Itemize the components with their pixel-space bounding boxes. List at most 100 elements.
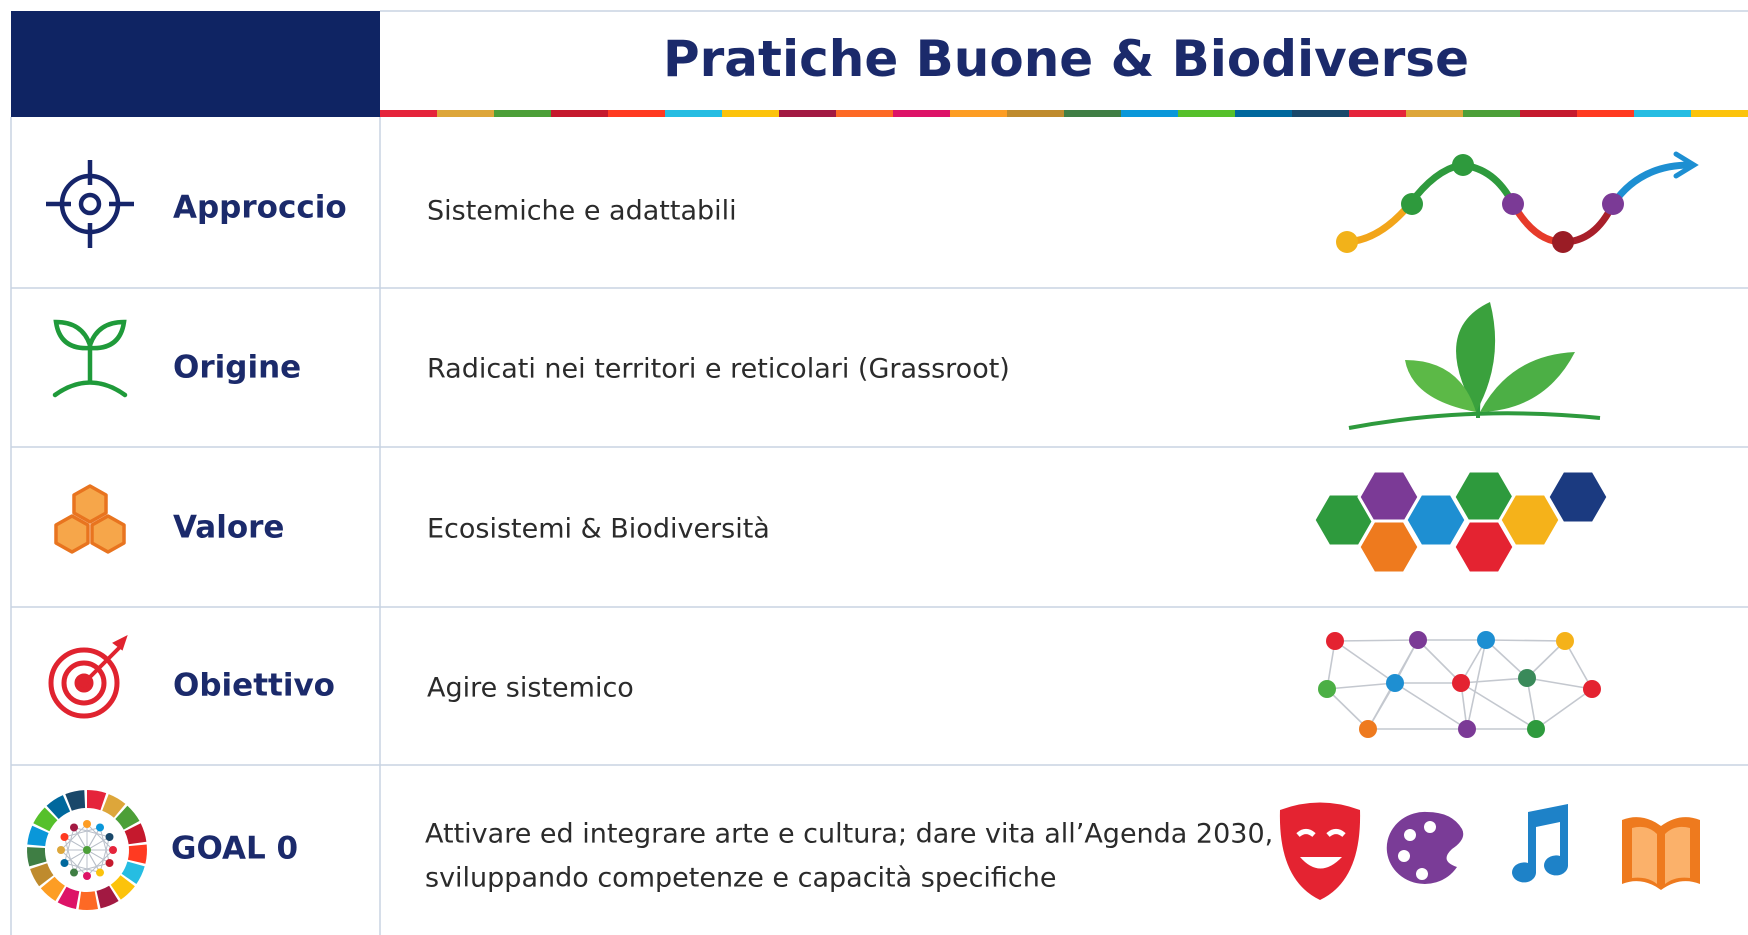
stripe-segment	[1007, 110, 1065, 117]
network-node	[1318, 680, 1336, 698]
stripe-segment	[836, 110, 894, 117]
stripe-segment	[1178, 110, 1236, 117]
wheel-link	[86, 849, 101, 873]
wheel-segment	[127, 844, 147, 864]
wheel-node	[70, 868, 78, 877]
row-label: Valore	[173, 510, 284, 546]
wheel-segment	[57, 886, 80, 909]
wheel-segment	[87, 789, 107, 811]
network-link	[1334, 640, 1396, 684]
wheel-link	[86, 836, 110, 851]
wheel-segment	[30, 863, 54, 887]
network-link	[1526, 677, 1593, 690]
network-node	[1556, 632, 1574, 650]
wheel-link	[64, 827, 101, 838]
wheel-node	[83, 846, 91, 854]
wheel-link	[86, 827, 101, 851]
header-block	[11, 11, 380, 117]
wheel-link	[60, 849, 88, 877]
stripe-segment	[893, 110, 951, 117]
row-description: Sistemiche e adattabili	[427, 196, 737, 227]
stripe-segment	[1349, 110, 1407, 117]
wheel-link	[64, 836, 88, 851]
hexagon	[1404, 492, 1468, 548]
wheel-link	[64, 862, 101, 873]
stripe-segment	[1520, 110, 1578, 117]
stripe-segment	[1292, 110, 1350, 117]
network-link	[1485, 639, 1566, 642]
row-description: Ecosistemi & Biodiversità	[427, 514, 770, 545]
wheel-segment	[78, 891, 98, 911]
wheel-link	[86, 849, 114, 877]
network-illustration	[1318, 631, 1601, 738]
wheel-node	[83, 820, 91, 828]
hexagon	[1357, 519, 1421, 575]
rainbow-stripe	[380, 110, 1748, 117]
network-node	[1583, 680, 1601, 698]
stripe-segment	[551, 110, 609, 117]
network-link	[1326, 682, 1396, 690]
palette-icon	[1386, 811, 1464, 884]
stripe-segment	[437, 110, 495, 117]
row-description: sviluppando competenze e capacità specif…	[425, 863, 1057, 894]
wheel-link	[99, 836, 110, 873]
stripe-segment	[380, 110, 438, 117]
wheel-link	[73, 827, 88, 851]
network-link	[1485, 639, 1528, 679]
sprout-icon	[52, 319, 128, 398]
stripe-segment	[1406, 110, 1464, 117]
stripe-segment	[950, 110, 1008, 117]
wheel-node	[96, 823, 104, 832]
wheel-segment	[65, 790, 86, 811]
network-link	[1326, 688, 1369, 730]
network-link	[1394, 682, 1468, 730]
stripe-segment	[1691, 110, 1748, 117]
network-node	[1518, 669, 1536, 687]
row-label: Approccio	[173, 190, 347, 226]
stripe-segment	[494, 110, 552, 117]
network-node	[1452, 674, 1470, 692]
hexagon-illustration	[1312, 469, 1610, 575]
network-link	[1460, 682, 1537, 730]
network-node	[1458, 720, 1476, 738]
wheel-segment	[33, 807, 58, 832]
stripe-segment	[722, 110, 780, 117]
sdg-wheel-icon	[27, 789, 147, 911]
stripe-segment	[608, 110, 666, 117]
wheel-segment	[102, 794, 126, 818]
wheel-segment	[46, 795, 71, 819]
row-description: Attivare ed integrare arte e cultura; da…	[425, 819, 1273, 850]
wheel-segment	[40, 876, 65, 901]
stripe-segment	[1634, 110, 1692, 117]
wheel-node	[70, 823, 78, 832]
dart-target-icon	[48, 635, 128, 719]
wave-illustration	[1336, 151, 1699, 253]
music-icon	[1512, 804, 1568, 883]
wheel-segment	[27, 847, 47, 867]
network-node	[1527, 720, 1545, 738]
mask-icon	[1279, 802, 1361, 900]
stripe-segment	[665, 110, 723, 117]
wheel-link	[60, 823, 88, 851]
network-node	[1477, 631, 1495, 649]
crosshair-icon	[46, 160, 134, 248]
wheel-segment	[115, 805, 140, 830]
wheel-link	[99, 827, 110, 864]
wheel-link	[86, 823, 114, 851]
stripe-segment	[1577, 110, 1635, 117]
wheel-segment	[124, 823, 147, 845]
hexagon	[1546, 469, 1610, 525]
wheel-segment	[110, 875, 135, 900]
wheel-link	[73, 862, 110, 873]
wheel-node	[60, 859, 69, 867]
row-label: Obiettivo	[173, 668, 335, 704]
table-grid	[10, 117, 1748, 935]
network-link	[1466, 639, 1487, 730]
hexagon	[1498, 492, 1562, 548]
row-label: Origine	[173, 350, 301, 386]
wheel-node	[96, 868, 104, 877]
stripe-segment	[1463, 110, 1521, 117]
wheel-link	[64, 827, 75, 864]
cubes-icon	[54, 484, 126, 554]
